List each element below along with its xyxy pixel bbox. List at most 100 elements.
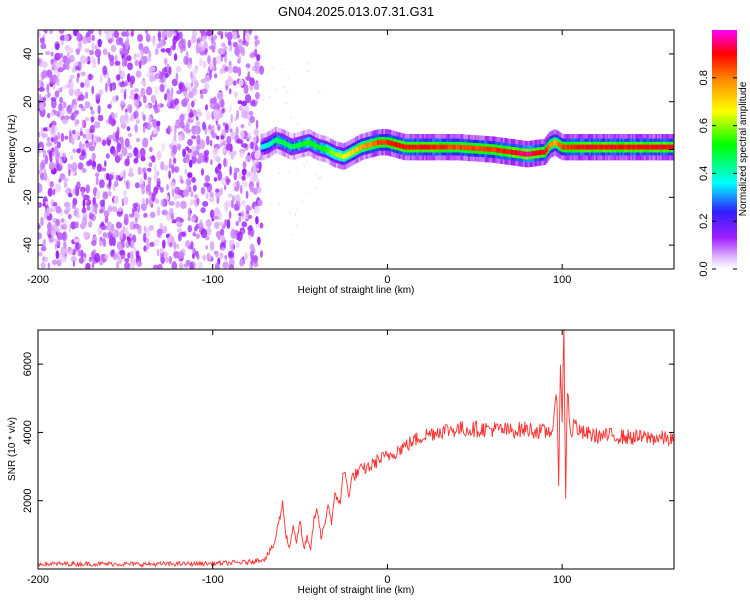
snr-x-ticks: -200 -100 0 100 — [27, 330, 571, 586]
noise-speck — [246, 171, 249, 178]
noise-speck — [202, 255, 206, 261]
noise-speck — [214, 222, 219, 229]
noise-speck — [112, 33, 115, 42]
noise-speck — [206, 245, 208, 249]
noise-speck — [92, 262, 95, 268]
noise-speck — [188, 216, 191, 221]
noise-speck — [196, 146, 199, 154]
noise-speck — [250, 185, 254, 192]
noise-speck — [130, 114, 134, 122]
noise-speck — [102, 192, 108, 200]
noise-speck — [223, 147, 226, 153]
noise-speck — [288, 77, 290, 79]
noise-speck — [66, 105, 72, 114]
noise-speck — [130, 251, 134, 260]
noise-speck — [176, 73, 179, 80]
noise-speck — [186, 178, 192, 186]
noise-speck — [162, 210, 168, 216]
noise-speck — [67, 52, 70, 57]
noise-speck — [39, 94, 42, 100]
noise-speck — [216, 55, 221, 64]
noise-speck — [114, 31, 119, 38]
noise-speck — [108, 77, 111, 86]
noise-speck — [214, 35, 218, 40]
noise-speck — [229, 88, 232, 94]
noise-speck — [175, 106, 180, 111]
noise-speck — [252, 172, 255, 177]
noise-speck — [153, 265, 159, 273]
noise-speck — [71, 113, 74, 121]
noise-speck — [52, 260, 58, 266]
noise-speck — [135, 53, 140, 57]
noise-speck — [53, 189, 56, 196]
noise-speck — [114, 181, 118, 187]
noise-speck — [173, 36, 178, 41]
noise-speck — [142, 167, 146, 173]
noise-speck — [240, 150, 244, 157]
noise-speck — [76, 49, 80, 55]
noise-speck — [71, 222, 76, 226]
noise-speck — [172, 145, 177, 155]
noise-speck — [283, 86, 285, 88]
noise-speck — [88, 29, 94, 35]
noise-speck — [178, 233, 182, 242]
noise-speck — [123, 190, 127, 196]
noise-speck — [101, 167, 106, 171]
noise-speck — [146, 242, 150, 249]
noise-speck — [157, 150, 162, 160]
noise-speck — [235, 201, 241, 211]
noise-speck — [256, 120, 259, 130]
noise-speck — [201, 168, 204, 176]
noise-speck — [106, 33, 111, 40]
noise-speck — [94, 121, 100, 128]
noise-speck — [230, 244, 234, 251]
noise-speck — [106, 153, 110, 159]
noise-speck — [232, 195, 235, 202]
noise-speck — [128, 106, 132, 113]
noise-speck — [43, 239, 46, 248]
noise-speck — [269, 96, 271, 98]
noise-speck — [139, 60, 142, 69]
noise-speck — [160, 248, 164, 254]
noise-speck — [192, 87, 197, 96]
noise-speck — [217, 92, 223, 101]
noise-speck — [104, 160, 107, 167]
noise-speck — [234, 151, 237, 155]
noise-speck — [40, 162, 46, 170]
noise-speck — [278, 203, 280, 205]
noise-speck — [43, 150, 47, 159]
noise-speck — [202, 35, 207, 41]
noise-speck — [273, 67, 275, 69]
noise-speck — [47, 127, 52, 131]
noise-speck — [73, 261, 76, 267]
noise-speck — [109, 60, 114, 67]
noise-speck — [112, 252, 117, 260]
noise-speck — [121, 88, 124, 93]
noise-speck — [86, 161, 91, 167]
noise-speck — [297, 124, 299, 126]
noise-speck — [102, 140, 106, 147]
noise-speck — [295, 214, 297, 216]
noise-speck — [225, 85, 228, 90]
noise-speck — [220, 229, 225, 236]
noise-speck — [63, 176, 67, 181]
noise-speck — [209, 192, 214, 197]
noise-speck — [103, 48, 108, 55]
noise-speck — [51, 52, 54, 57]
noise-speck — [116, 74, 120, 81]
noise-speck — [255, 216, 259, 224]
noise-speck — [58, 179, 61, 183]
y-tick-label: 0 — [22, 146, 34, 152]
noise-speck — [143, 56, 147, 64]
noise-speck — [256, 179, 261, 183]
noise-speck — [216, 232, 220, 238]
noise-speck — [220, 188, 223, 196]
noise-speck — [239, 259, 244, 267]
noise-speck — [123, 196, 128, 205]
noise-speck — [228, 40, 232, 46]
noise-speck — [308, 63, 310, 65]
noise-speck — [178, 82, 183, 90]
noise-speck — [88, 142, 93, 146]
noise-speck — [129, 214, 134, 218]
noise-speck — [82, 143, 85, 149]
